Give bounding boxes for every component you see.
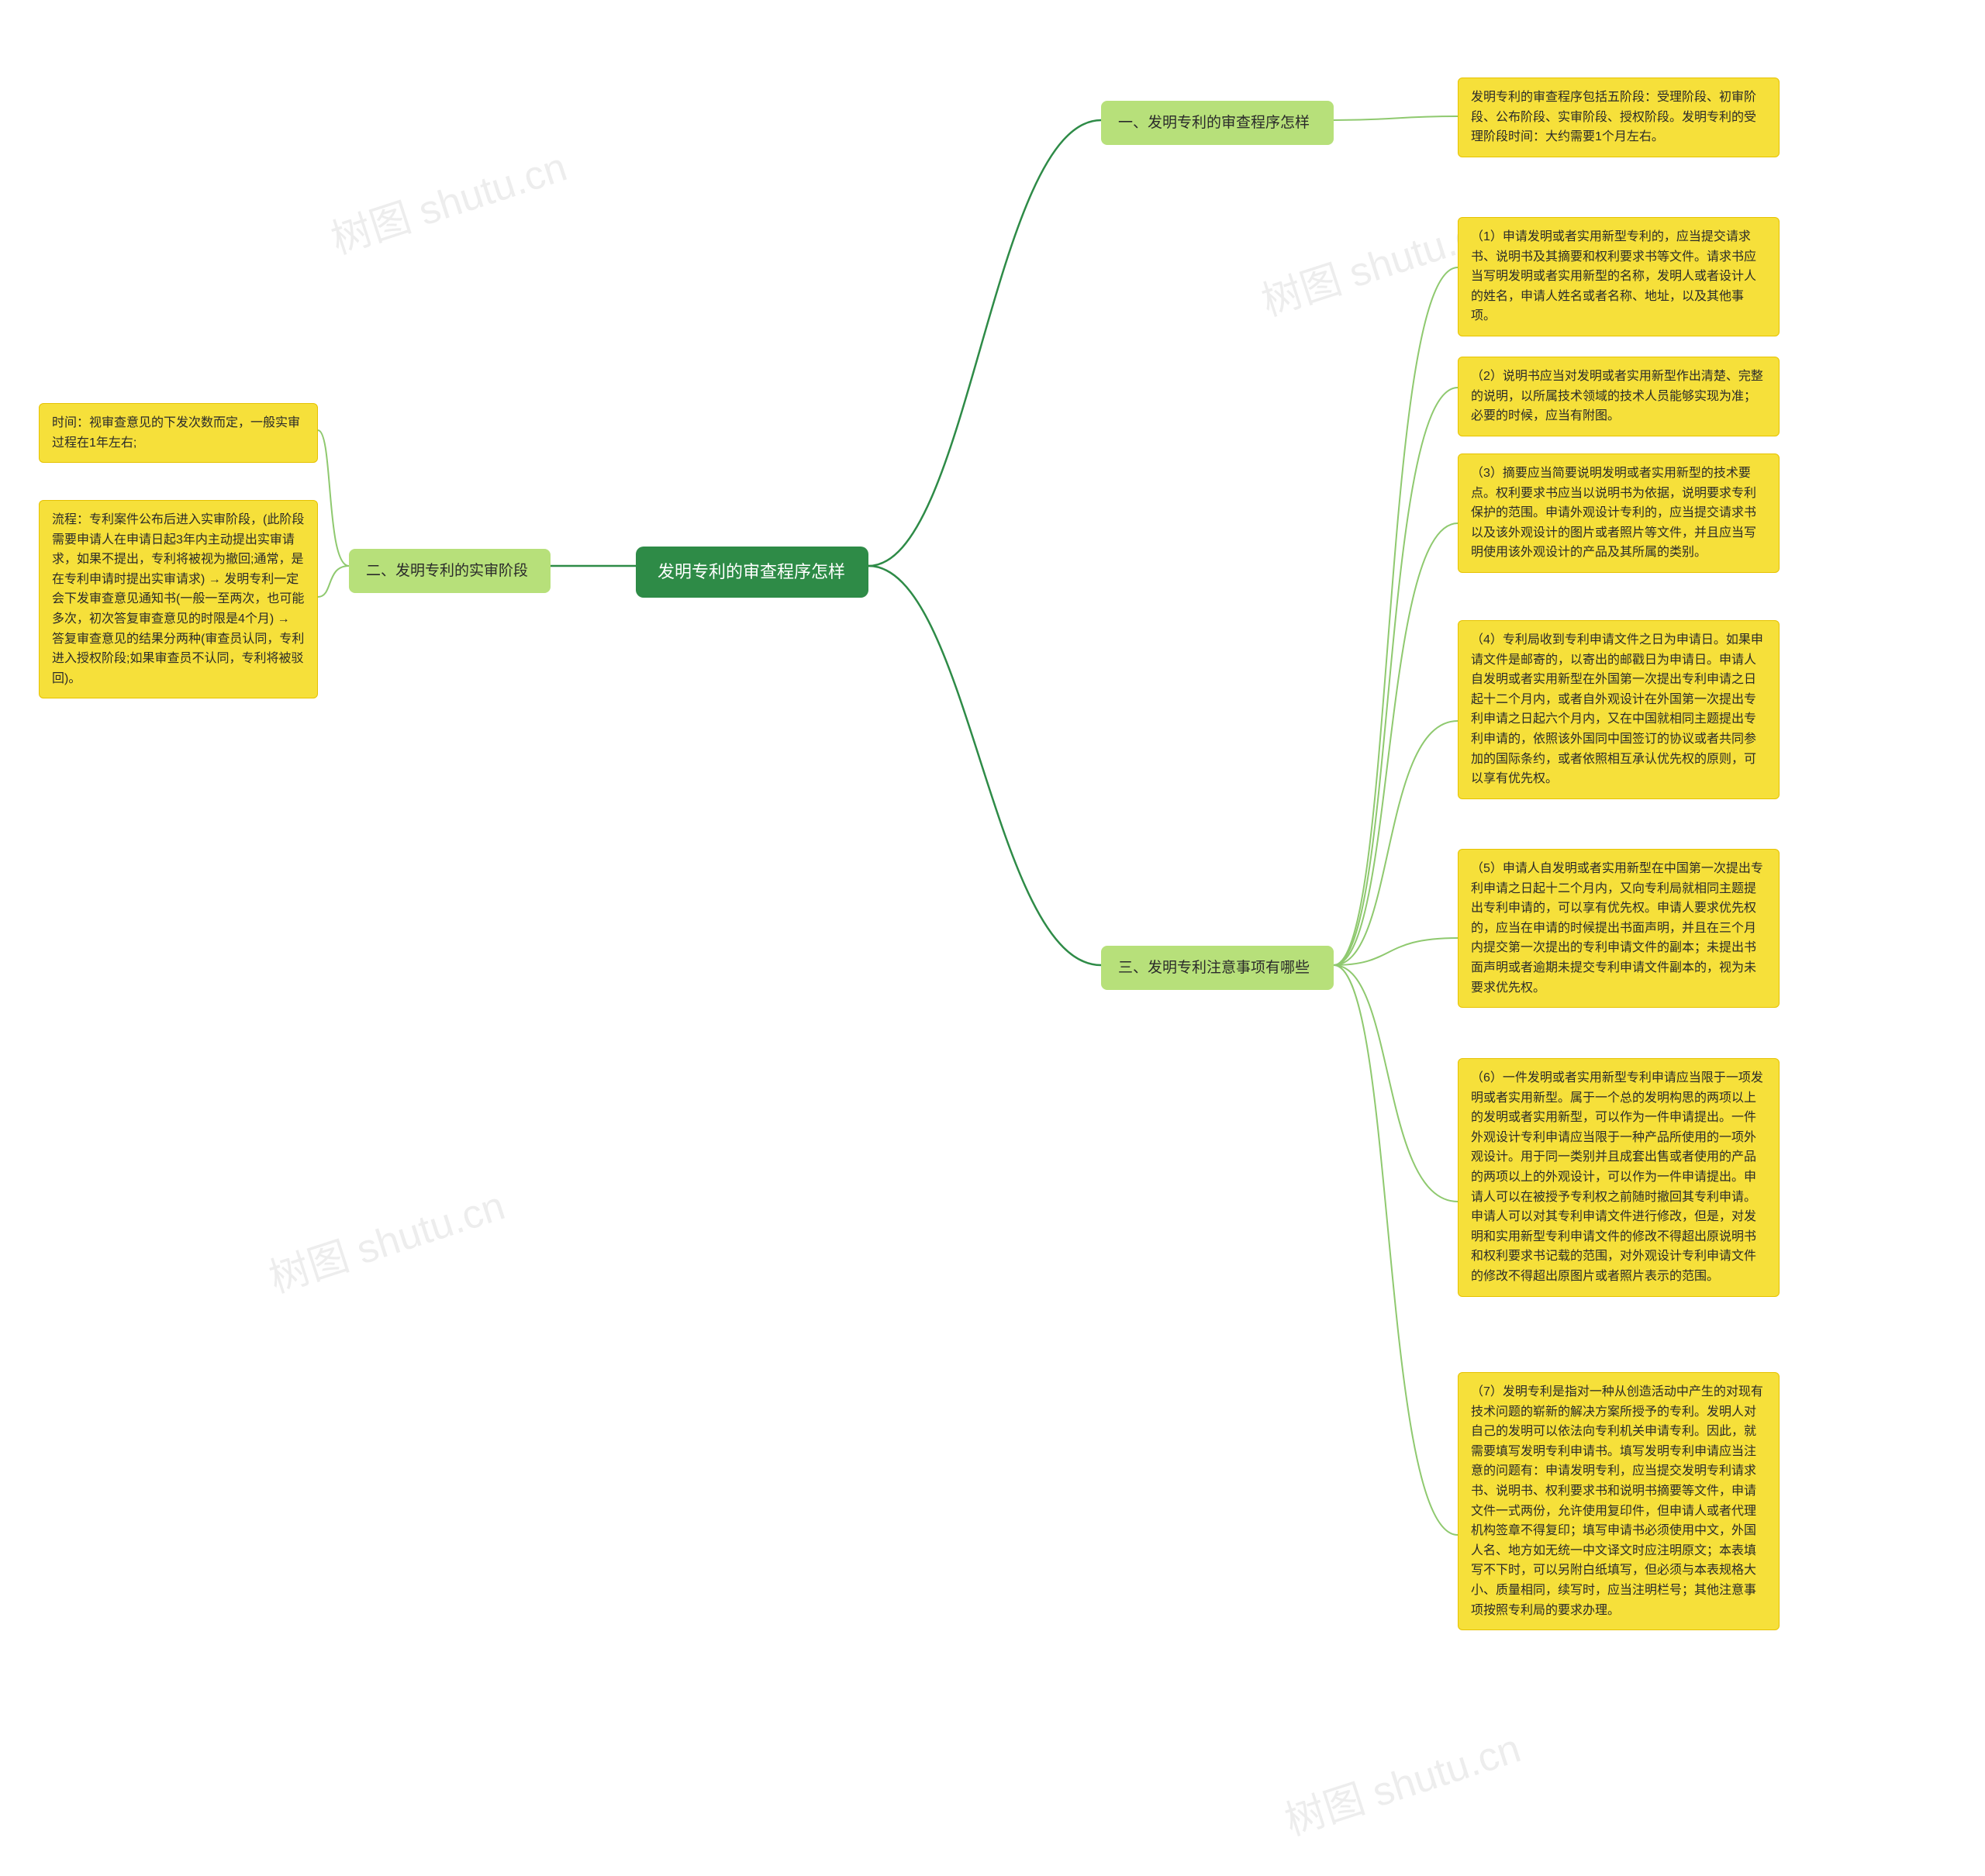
leaf-node[interactable]: （5）申请人自发明或者实用新型在中国第一次提出专利申请之日起十二个月内，又向专利… <box>1458 849 1780 1008</box>
leaf-node[interactable]: 时间：视审查意见的下发次数而定，一般实审过程在1年左右; <box>39 403 318 463</box>
leaf-node[interactable]: （4）专利局收到专利申请文件之日为申请日。如果申请文件是邮寄的，以寄出的邮戳日为… <box>1458 620 1780 799</box>
leaf-node[interactable]: （1）申请发明或者实用新型专利的，应当提交请求书、说明书及其摘要和权利要求书等文… <box>1458 217 1780 336</box>
leaf-node[interactable]: （6）一件发明或者实用新型专利申请应当限于一项发明或者实用新型。属于一个总的发明… <box>1458 1058 1780 1297</box>
root-node[interactable]: 发明专利的审查程序怎样 <box>636 547 868 598</box>
leaf-node[interactable]: 流程：专利案件公布后进入实审阶段，(此阶段需要申请人在申请日起3年内主动提出实审… <box>39 500 318 698</box>
branch-node-3[interactable]: 三、发明专利注意事项有哪些 <box>1101 946 1334 990</box>
leaf-node[interactable]: （3）摘要应当简要说明发明或者实用新型的技术要点。权利要求书应当以说明书为依据，… <box>1458 453 1780 573</box>
branch-node-1[interactable]: 一、发明专利的审查程序怎样 <box>1101 101 1334 145</box>
watermark: 树图 shutu.cn <box>1276 1716 1527 1847</box>
watermark: 树图 shutu.cn <box>261 1173 511 1304</box>
leaf-node[interactable]: （2）说明书应当对发明或者实用新型作出清楚、完整的说明，以所属技术领域的技术人员… <box>1458 357 1780 436</box>
branch-node-2[interactable]: 二、发明专利的实审阶段 <box>349 549 551 593</box>
leaf-node[interactable]: （7）发明专利是指对一种从创造活动中产生的对现有技术问题的崭新的解决方案所授予的… <box>1458 1372 1780 1630</box>
leaf-node[interactable]: 发明专利的审查程序包括五阶段：受理阶段、初审阶段、公布阶段、实审阶段、授权阶段。… <box>1458 78 1780 157</box>
watermark: 树图 shutu.cn <box>323 134 573 265</box>
